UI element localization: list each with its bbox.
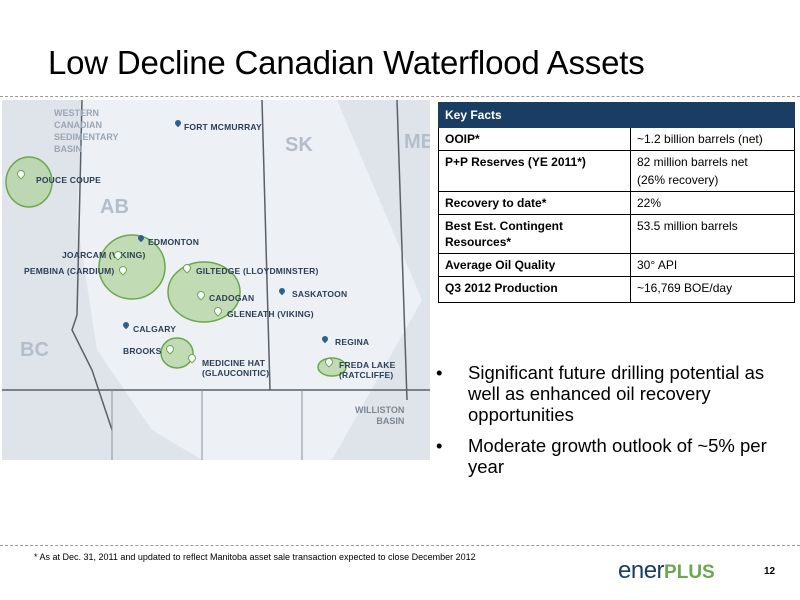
asset-freda-lake: FREDA LAKE (RATCLIFFE) — [339, 360, 395, 380]
asset-pin-icon — [197, 291, 203, 300]
key-facts-header-row: Key Facts — [438, 102, 795, 128]
asset-medicine-hat-line1: MEDICINE HAT — [202, 358, 266, 368]
region-bc-label: BC — [20, 339, 49, 361]
bullet-icon: • — [436, 362, 443, 383]
fact-label: P+P Reserves (YE 2011*) — [438, 150, 631, 192]
asset-pin-icon — [325, 358, 331, 367]
fact-value: 53.5 million barrels — [630, 214, 795, 254]
table-row: Q3 2012 Production ~16,769 BOE/day — [438, 276, 795, 303]
enerplus-logo: enerPLUS — [618, 557, 715, 585]
asset-medicine-hat-line2: (GLAUCONITIC) — [202, 368, 270, 378]
bullet-text: Significant future drilling potential as… — [468, 362, 765, 425]
footer-divider — [0, 545, 800, 546]
city-saskatoon: SASKATOON — [292, 289, 348, 299]
region-williston: WILLISTON BASIN — [355, 405, 404, 427]
key-facts-table: Key Facts OOIP* ~1.2 billion barrels (ne… — [438, 102, 795, 303]
asset-pin-icon — [183, 264, 189, 273]
pin-icon — [123, 322, 129, 331]
page-number: 12 — [764, 566, 776, 577]
fact-value: ~16,769 BOE/day — [630, 276, 795, 303]
city-fort-mcmurray: FORT MCMURRAY — [184, 122, 262, 132]
bullet-text: Moderate growth outlook of ~5% per year — [468, 435, 767, 477]
asset-gleneath: GLENEATH (VIKING) — [227, 309, 314, 319]
region-wcsb-line4: BASIN — [54, 144, 83, 154]
pin-icon — [175, 120, 181, 129]
asset-map: WESTERN CANADIAN SEDIMENTARY BASIN AB SK… — [2, 100, 430, 460]
footnote: * As at Dec. 31, 2011 and updated to ref… — [34, 552, 476, 562]
asset-giltedge: GILTEDGE (LLOYDMINSTER) — [196, 266, 319, 276]
asset-cadogan: CADOGAN — [209, 293, 255, 303]
pin-icon — [279, 288, 285, 297]
bullet-icon: • — [436, 435, 443, 456]
region-wcsb-line1: WESTERN — [54, 108, 99, 118]
city-edmonton: EDMONTON — [148, 237, 200, 247]
fact-label: Best Est. Contingent Resources* — [438, 214, 631, 254]
asset-medicine-hat: MEDICINE HAT (GLAUCONITIC) — [202, 358, 269, 378]
fact-label: OOIP* — [438, 127, 631, 151]
fact-value: 30° API — [630, 253, 795, 277]
fact-value: 22% — [630, 191, 795, 215]
bullet-list: • Significant future drilling potential … — [432, 362, 794, 487]
asset-pin-icon — [188, 354, 194, 363]
logo-part2: PLUS — [664, 562, 715, 583]
fact-value: ~1.2 billion barrels (net) — [630, 127, 795, 151]
fact-value-line1: 82 million barrels net — [637, 155, 748, 169]
region-wcsb-line3: SEDIMENTARY — [54, 132, 119, 142]
list-item: • Significant future drilling potential … — [432, 362, 794, 425]
region-wcsb-line2: CANADIAN — [54, 120, 102, 130]
asset-brooks: BROOKS — [123, 346, 162, 356]
asset-freda-lake-line2: (RATCLIFFE) — [339, 370, 394, 380]
region-ab-label: AB — [100, 196, 129, 218]
asset-freda-lake-line1: FREDA LAKE — [339, 360, 396, 370]
city-regina: REGINA — [335, 337, 370, 347]
fact-value: 82 million barrels net (26% recovery) — [630, 150, 795, 192]
asset-pin-icon — [166, 345, 172, 354]
table-row: Recovery to date* 22% — [438, 191, 795, 215]
slide-title: Low Decline Canadian Waterflood Assets — [48, 44, 645, 81]
asset-pembina: PEMBINA (CARDIUM) — [24, 266, 115, 276]
asset-pin-icon — [114, 251, 120, 260]
table-row: Average Oil Quality 30° API — [438, 253, 795, 277]
logo-part1: ener — [618, 557, 665, 584]
asset-pin-icon — [119, 266, 125, 275]
fact-label: Average Oil Quality — [438, 253, 631, 277]
asset-pin-icon — [17, 170, 23, 179]
region-williston-line1: WILLISTON — [355, 405, 405, 415]
asset-pin-icon — [214, 307, 220, 316]
fact-value-line2: (26% recovery) — [637, 173, 719, 187]
map-background — [2, 100, 430, 460]
asset-joarcam: JOARCAM (VIKING) — [62, 250, 146, 260]
pin-icon — [138, 235, 144, 244]
table-row: OOIP* ~1.2 billion barrels (net) — [438, 127, 795, 151]
pin-icon — [322, 336, 328, 345]
key-facts-header: Key Facts — [438, 102, 795, 128]
table-row: Best Est. Contingent Resources* 53.5 mil… — [438, 214, 795, 254]
region-sk-label: SK — [285, 134, 313, 156]
region-mb-label: MB — [404, 131, 430, 153]
city-calgary: CALGARY — [133, 324, 177, 334]
fact-label: Q3 2012 Production — [438, 276, 631, 303]
asset-pouce-coupe: POUCE COUPE — [36, 175, 102, 185]
table-row: P+P Reserves (YE 2011*) 82 million barre… — [438, 150, 795, 192]
title-divider — [0, 96, 800, 97]
region-wcsb: WESTERN CANADIAN SEDIMENTARY BASIN — [54, 107, 119, 155]
list-item: • Moderate growth outlook of ~5% per yea… — [432, 435, 794, 477]
region-williston-line2: BASIN — [376, 416, 405, 426]
fact-label: Recovery to date* — [438, 191, 631, 215]
